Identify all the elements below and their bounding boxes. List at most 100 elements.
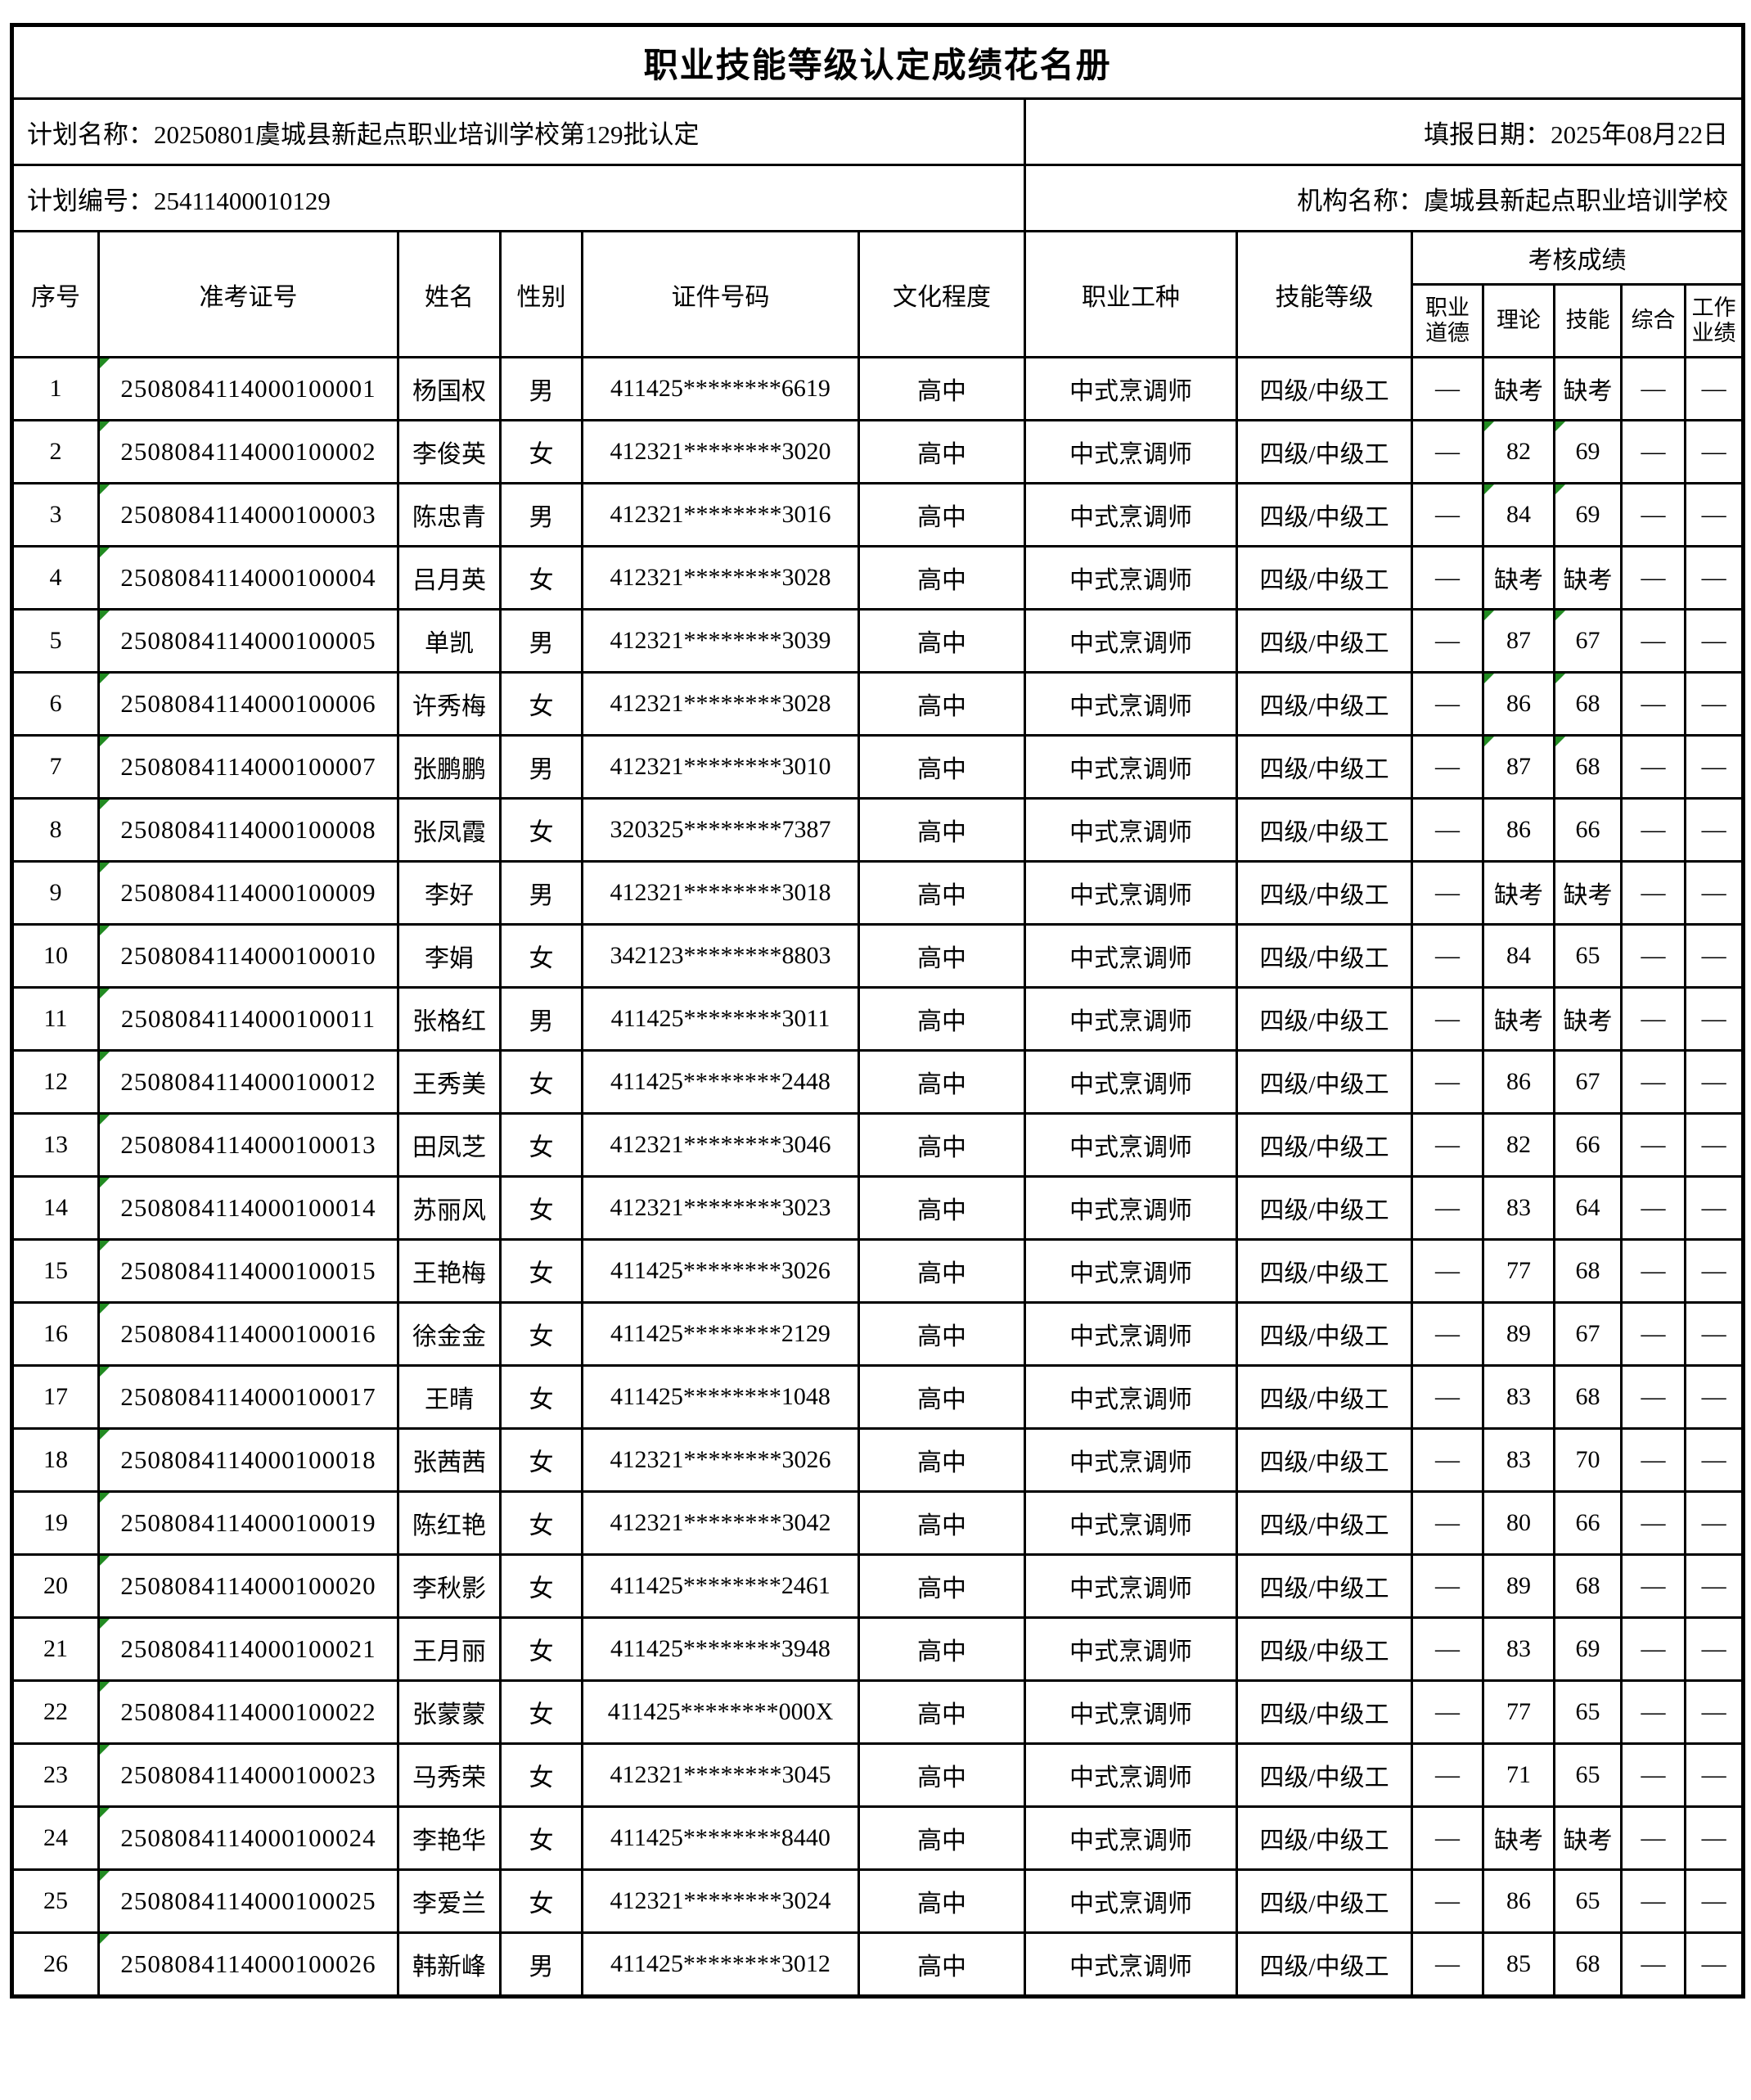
cell-level[interactable]: 四级/中级工 bbox=[1236, 671, 1413, 737]
cell-ticket[interactable]: 2508084114000100016 bbox=[97, 1301, 399, 1367]
cell-comprehensive[interactable]: — bbox=[1620, 1301, 1686, 1367]
cell-seq[interactable]: 12 bbox=[11, 1049, 100, 1115]
cell-performance[interactable]: — bbox=[1683, 482, 1745, 548]
cell-ticket[interactable]: 2508084114000100002 bbox=[97, 419, 399, 484]
header-morality[interactable]: 职业 道德 bbox=[1411, 283, 1484, 358]
cell-comprehensive[interactable]: — bbox=[1620, 482, 1686, 548]
cell-comprehensive[interactable]: — bbox=[1620, 419, 1686, 484]
cell-ticket[interactable]: 2508084114000100001 bbox=[97, 356, 399, 421]
cell-seq[interactable]: 25 bbox=[11, 1868, 100, 1934]
cell-education[interactable]: 高中 bbox=[857, 1112, 1026, 1178]
cell-skill[interactable]: 缺考 bbox=[1553, 986, 1623, 1052]
cell-id[interactable]: 411425********2448 bbox=[581, 1049, 860, 1115]
cell-seq[interactable]: 7 bbox=[11, 734, 100, 800]
cell-theory[interactable]: 83 bbox=[1482, 1427, 1555, 1493]
cell-skill[interactable]: 64 bbox=[1553, 1175, 1623, 1241]
cell-education[interactable]: 高中 bbox=[857, 1301, 1026, 1367]
cell-id[interactable]: 412321********3046 bbox=[581, 1112, 860, 1178]
cell-gender[interactable]: 女 bbox=[499, 1742, 583, 1808]
cell-education[interactable]: 高中 bbox=[857, 1616, 1026, 1682]
cell-theory[interactable]: 80 bbox=[1482, 1490, 1555, 1556]
cell-name[interactable]: 单凯 bbox=[397, 608, 502, 674]
cell-name[interactable]: 王月丽 bbox=[397, 1616, 502, 1682]
cell-theory[interactable]: 82 bbox=[1482, 419, 1555, 484]
cell-ticket[interactable]: 2508084114000100007 bbox=[97, 734, 399, 800]
cell-seq[interactable]: 18 bbox=[11, 1427, 100, 1493]
header-gender[interactable]: 性别 bbox=[499, 230, 583, 358]
cell-seq[interactable]: 17 bbox=[11, 1364, 100, 1430]
cell-ticket[interactable]: 2508084114000100011 bbox=[97, 986, 399, 1052]
cell-comprehensive[interactable]: — bbox=[1620, 1175, 1686, 1241]
cell-id[interactable]: 412321********3020 bbox=[581, 419, 860, 484]
cell-performance[interactable]: — bbox=[1683, 356, 1745, 421]
cell-seq[interactable]: 1 bbox=[11, 356, 100, 421]
cell-ticket[interactable]: 2508084114000100009 bbox=[97, 860, 399, 926]
cell-morality[interactable]: — bbox=[1411, 1931, 1484, 1998]
cell-id[interactable]: 411425********1048 bbox=[581, 1364, 860, 1430]
cell-comprehensive[interactable]: — bbox=[1620, 860, 1686, 926]
cell-performance[interactable]: — bbox=[1683, 1238, 1745, 1304]
cell-morality[interactable]: — bbox=[1411, 1616, 1484, 1682]
cell-level[interactable]: 四级/中级工 bbox=[1236, 482, 1413, 548]
cell-skill[interactable]: 缺考 bbox=[1553, 1805, 1623, 1871]
cell-gender[interactable]: 女 bbox=[499, 797, 583, 863]
cell-id[interactable]: 412321********3028 bbox=[581, 671, 860, 737]
cell-theory[interactable]: 87 bbox=[1482, 734, 1555, 800]
cell-gender[interactable]: 女 bbox=[499, 1301, 583, 1367]
cell-ticket[interactable]: 2508084114000100015 bbox=[97, 1238, 399, 1304]
cell-occupation[interactable]: 中式烹调师 bbox=[1024, 860, 1238, 926]
cell-morality[interactable]: — bbox=[1411, 482, 1484, 548]
cell-id[interactable]: 411425********2129 bbox=[581, 1301, 860, 1367]
cell-performance[interactable]: — bbox=[1683, 1742, 1745, 1808]
cell-name[interactable]: 李秋影 bbox=[397, 1553, 502, 1619]
cell-theory[interactable]: 缺考 bbox=[1482, 545, 1555, 611]
cell-skill[interactable]: 65 bbox=[1553, 923, 1623, 989]
cell-skill[interactable]: 66 bbox=[1553, 797, 1623, 863]
cell-name[interactable]: 田凤芝 bbox=[397, 1112, 502, 1178]
cell-occupation[interactable]: 中式烹调师 bbox=[1024, 1553, 1238, 1619]
cell-id[interactable]: 412321********3039 bbox=[581, 608, 860, 674]
cell-skill[interactable]: 缺考 bbox=[1553, 860, 1623, 926]
cell-performance[interactable]: — bbox=[1683, 1427, 1745, 1493]
header-level[interactable]: 技能等级 bbox=[1236, 230, 1413, 358]
cell-level[interactable]: 四级/中级工 bbox=[1236, 608, 1413, 674]
cell-ticket[interactable]: 2508084114000100026 bbox=[97, 1931, 399, 1998]
cell-id[interactable]: 320325********7387 bbox=[581, 797, 860, 863]
cell-comprehensive[interactable]: — bbox=[1620, 356, 1686, 421]
cell-comprehensive[interactable]: — bbox=[1620, 1049, 1686, 1115]
cell-morality[interactable]: — bbox=[1411, 1427, 1484, 1493]
cell-performance[interactable]: — bbox=[1683, 1679, 1745, 1745]
cell-skill[interactable]: 68 bbox=[1553, 1364, 1623, 1430]
cell-gender[interactable]: 女 bbox=[499, 923, 583, 989]
cell-education[interactable]: 高中 bbox=[857, 1490, 1026, 1556]
cell-theory[interactable]: 缺考 bbox=[1482, 860, 1555, 926]
cell-id[interactable]: 412321********3010 bbox=[581, 734, 860, 800]
cell-performance[interactable]: — bbox=[1683, 1553, 1745, 1619]
cell-performance[interactable]: — bbox=[1683, 545, 1745, 611]
cell-ticket[interactable]: 2508084114000100005 bbox=[97, 608, 399, 674]
cell-ticket[interactable]: 2508084114000100008 bbox=[97, 797, 399, 863]
cell-education[interactable]: 高中 bbox=[857, 734, 1026, 800]
cell-id[interactable]: 412321********3026 bbox=[581, 1427, 860, 1493]
header-theory[interactable]: 理论 bbox=[1482, 283, 1555, 358]
cell-skill[interactable]: 68 bbox=[1553, 1238, 1623, 1304]
cell-level[interactable]: 四级/中级工 bbox=[1236, 734, 1413, 800]
header-name[interactable]: 姓名 bbox=[397, 230, 502, 358]
cell-ticket[interactable]: 2508084114000100013 bbox=[97, 1112, 399, 1178]
cell-morality[interactable]: — bbox=[1411, 1112, 1484, 1178]
cell-morality[interactable]: — bbox=[1411, 1868, 1484, 1934]
cell-performance[interactable]: — bbox=[1683, 1301, 1745, 1367]
cell-ticket[interactable]: 2508084114000100018 bbox=[97, 1427, 399, 1493]
cell-occupation[interactable]: 中式烹调师 bbox=[1024, 1490, 1238, 1556]
cell-name[interactable]: 韩新峰 bbox=[397, 1931, 502, 1998]
cell-theory[interactable]: 缺考 bbox=[1482, 1805, 1555, 1871]
cell-name[interactable]: 陈红艳 bbox=[397, 1490, 502, 1556]
cell-name[interactable]: 王晴 bbox=[397, 1364, 502, 1430]
org-name-cell[interactable]: 机构名称：虞城县新起点职业培训学校 bbox=[1023, 164, 1745, 232]
cell-education[interactable]: 高中 bbox=[857, 482, 1026, 548]
cell-name[interactable]: 李娟 bbox=[397, 923, 502, 989]
cell-theory[interactable]: 84 bbox=[1482, 923, 1555, 989]
cell-theory[interactable]: 83 bbox=[1482, 1364, 1555, 1430]
cell-comprehensive[interactable]: — bbox=[1620, 1553, 1686, 1619]
cell-name[interactable]: 张蒙蒙 bbox=[397, 1679, 502, 1745]
